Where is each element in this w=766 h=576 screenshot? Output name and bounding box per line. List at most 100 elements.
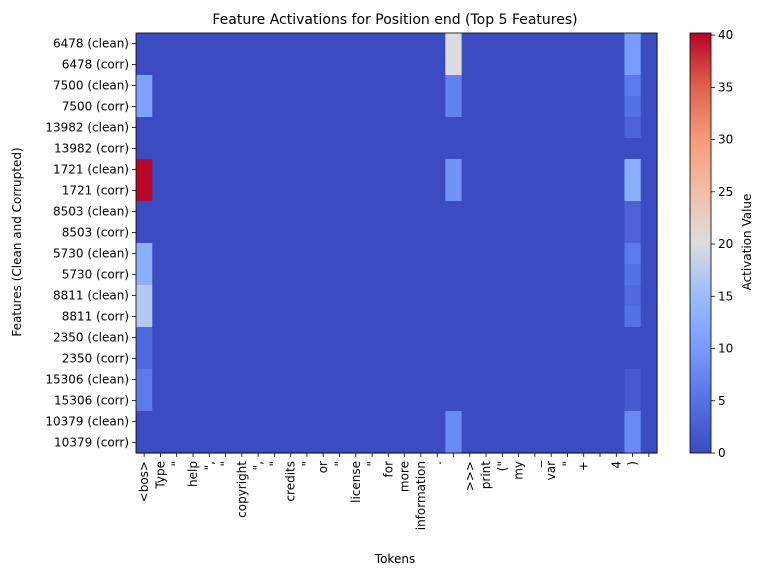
x-tick-label: credits [284,461,298,502]
heatmap-cell [201,285,219,307]
heatmap-cell [136,243,153,265]
heatmap-cell [249,54,267,76]
heatmap-cell [510,327,528,349]
heatmap-cell [510,390,528,412]
y-tick-label: 6478 (corr) [62,58,129,72]
heatmap-cell [136,390,153,412]
heatmap-cell [201,117,219,139]
heatmap-cell [184,264,202,286]
heatmap-cell [315,33,332,55]
heatmap-cell [380,159,398,181]
heatmap-cell [510,33,528,55]
heatmap-cell [298,348,316,370]
heatmap-cell [575,117,593,139]
heatmap-cell [575,348,593,370]
y-tick-label: 1721 (corr) [62,184,129,198]
heatmap-cell [559,264,577,286]
heatmap-cell [494,96,512,118]
heatmap-cell [201,75,219,97]
heatmap-cell [315,243,332,265]
heatmap-cell [266,327,284,349]
heatmap-cell [543,306,560,328]
heatmap-cell [201,222,219,244]
heatmap-cell [640,117,658,139]
heatmap-cell [575,432,593,454]
heatmap-cell [152,432,170,454]
heatmap-cell [591,33,609,55]
heatmap-cell [494,411,512,433]
y-tick-label: 5730 (corr) [62,268,129,282]
heatmap-cell [608,327,626,349]
heatmap-cell [396,117,414,139]
heatmap-cell [396,411,414,433]
heatmap-cell [429,54,446,76]
heatmap-cell [640,411,658,433]
heatmap-cell [233,138,251,160]
heatmap-cell [233,390,251,412]
heatmap-cell [396,222,414,244]
heatmap-cell [201,96,219,118]
heatmap-cell [184,432,202,454]
heatmap-cell [624,369,642,391]
heatmap-cell [608,96,626,118]
heatmap-cell [624,54,642,76]
heatmap-cell [640,96,658,118]
heatmap-cell [249,243,267,265]
heatmap-cell [363,159,381,181]
heatmap-cell [136,222,153,244]
heatmap-cell [477,369,495,391]
heatmap-cell [152,327,170,349]
heatmap-cell [233,159,251,181]
x-tick-label: >>> [463,461,477,491]
heatmap-cell [380,201,398,223]
heatmap-cell [380,306,398,328]
heatmap-cell [249,306,267,328]
heatmap-cell [445,264,463,286]
heatmap-cell [152,75,170,97]
heatmap-cell [429,390,446,412]
heatmap-cell [201,369,219,391]
heatmap-cell [282,159,300,181]
heatmap-cell [217,390,235,412]
heatmap-cell [624,75,642,97]
heatmap-cell [184,180,202,202]
heatmap-cell [363,54,381,76]
heatmap-cell [331,159,349,181]
heatmap-cell [575,180,593,202]
heatmap-cell [380,75,398,97]
heatmap-cell [396,327,414,349]
heatmap-cell [624,159,642,181]
heatmap-cell [201,327,219,349]
heatmap-cell [331,432,349,454]
heatmap-cell [608,411,626,433]
y-tick-label: 8503 (corr) [62,226,129,240]
heatmap-cell [412,54,430,76]
heatmap-cell [526,411,544,433]
heatmap-cell [575,327,593,349]
heatmap-cell [282,327,300,349]
heatmap-cell [559,327,577,349]
heatmap-cell [477,159,495,181]
heatmap-cell [543,117,560,139]
colorbar-tick-label: 0 [718,446,726,460]
heatmap-cell [461,117,479,139]
colorbar-gradient [689,32,712,454]
heatmap-cell [315,201,332,223]
heatmap-cell [363,432,381,454]
heatmap-cell [494,33,512,55]
heatmap-cell [477,138,495,160]
heatmap-cell [559,348,577,370]
heatmap-cell [543,159,560,181]
heatmap-cell [266,159,284,181]
heatmap-cell [461,96,479,118]
x-tick-label: Type [153,461,167,490]
heatmap-cell [168,222,186,244]
heatmap-cell [298,75,316,97]
heatmap-cell [298,54,316,76]
heatmap-cell [152,180,170,202]
heatmap-cell [347,54,365,76]
heatmap-cell [591,432,609,454]
heatmap-cell [347,348,365,370]
heatmap-cell [201,432,219,454]
x-tick-label: + [577,461,591,471]
